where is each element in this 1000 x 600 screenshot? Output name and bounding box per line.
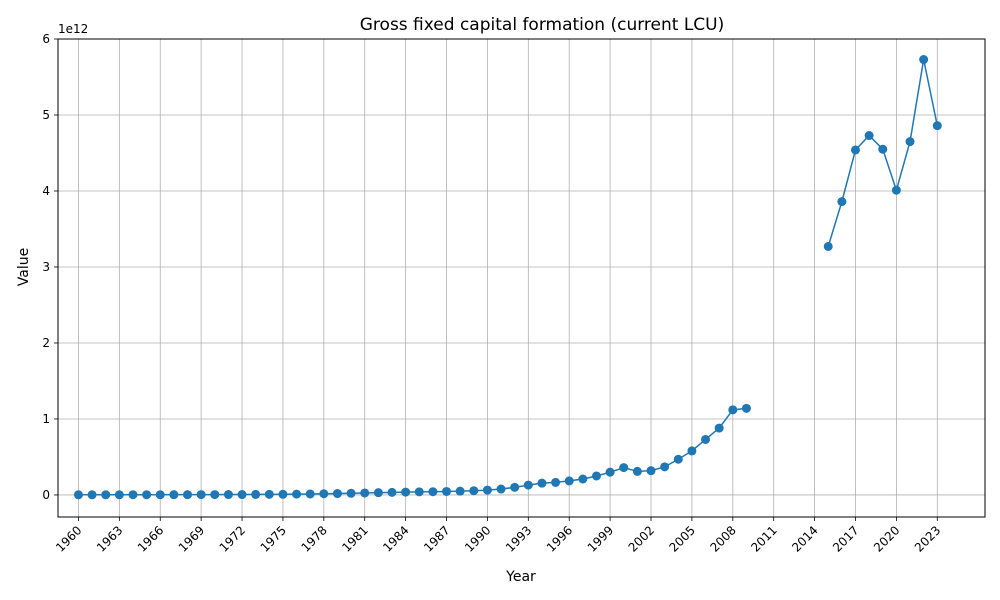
data-point — [373, 488, 383, 498]
x-tick-label: 2008 — [707, 523, 738, 554]
x-tick-label: 1975 — [258, 523, 289, 554]
x-tick-label: 1993 — [503, 523, 534, 554]
data-point — [155, 490, 165, 500]
data-point — [510, 482, 520, 492]
x-tick-label: 2017 — [830, 523, 861, 554]
data-point — [591, 471, 601, 481]
data-point — [278, 489, 288, 499]
data-point — [837, 197, 847, 207]
x-tick-label: 2020 — [871, 523, 902, 554]
data-point — [905, 137, 915, 147]
data-point — [714, 423, 724, 433]
data-point — [169, 490, 179, 500]
data-point — [919, 55, 929, 65]
data-point — [578, 474, 588, 484]
data-point — [687, 446, 697, 456]
data-point — [823, 241, 833, 251]
x-tick-label: 1981 — [339, 523, 370, 554]
data-point — [319, 489, 329, 499]
axes-frame — [57, 38, 986, 518]
data-point — [346, 488, 356, 498]
y-tick-label: 0 — [42, 488, 50, 502]
data-point — [728, 405, 738, 415]
data-point — [414, 487, 424, 497]
data-point — [87, 490, 97, 500]
y-tick-label: 1 — [42, 412, 50, 426]
data-point — [101, 490, 111, 500]
data-point — [469, 486, 479, 496]
y-offset-label: 1e12 — [58, 22, 88, 36]
x-tick-label: 1960 — [53, 523, 84, 554]
x-tick-label: 1984 — [380, 523, 411, 554]
axis-ticks: 1960 1963 1966 1969 1972 1975 1978 1981 1984 1987… — [42, 32, 943, 555]
chart-title: Gross fixed capital formation (current L… — [360, 15, 725, 35]
data-point — [142, 490, 152, 500]
x-tick-label: 1990 — [462, 523, 493, 554]
x-tick-label: 1978 — [298, 523, 329, 554]
data-point — [305, 489, 315, 499]
data-point — [646, 466, 656, 476]
data-point — [850, 145, 860, 155]
data-point — [128, 490, 138, 500]
x-tick-label: 1987 — [421, 523, 452, 554]
data-point — [878, 144, 888, 154]
data-point — [114, 490, 124, 500]
data-point — [73, 490, 83, 500]
x-tick-label: 1969 — [176, 523, 207, 554]
data-point — [537, 478, 547, 488]
data-point — [673, 454, 683, 464]
data-point — [741, 403, 751, 413]
series-line — [78, 407, 747, 496]
data-point — [428, 487, 438, 497]
data-point — [701, 434, 711, 444]
series-layer — [73, 55, 942, 500]
y-tick-label: 2 — [42, 336, 50, 350]
data-point — [632, 466, 642, 476]
data-point — [210, 490, 220, 500]
data-point — [360, 488, 370, 498]
data-point — [401, 487, 411, 497]
x-tick-label: 1963 — [94, 523, 125, 554]
data-point — [196, 490, 206, 500]
data-point — [619, 463, 629, 473]
data-point — [442, 486, 452, 496]
y-tick-label: 6 — [42, 32, 50, 46]
data-point — [864, 131, 874, 141]
data-point — [551, 477, 561, 487]
data-point — [496, 484, 506, 494]
data-point — [523, 480, 533, 490]
x-axis-label: Year — [505, 569, 536, 585]
data-point — [932, 121, 942, 131]
data-point — [237, 490, 247, 500]
data-point — [292, 489, 302, 499]
y-tick-label: 5 — [42, 108, 50, 122]
data-point — [251, 489, 261, 499]
x-tick-label: 1972 — [217, 523, 248, 554]
x-tick-label: 1996 — [544, 523, 575, 554]
data-point — [891, 185, 901, 195]
x-tick-label: 1966 — [135, 523, 166, 554]
data-point — [332, 489, 342, 499]
x-tick-label: 1999 — [585, 523, 616, 554]
data-point — [387, 487, 397, 497]
grid — [58, 38, 985, 517]
x-tick-label: 2011 — [748, 523, 779, 554]
data-point — [183, 490, 193, 500]
data-point — [455, 486, 465, 496]
data-point — [660, 462, 670, 472]
y-tick-label: 3 — [42, 260, 50, 274]
data-point — [264, 489, 274, 499]
x-tick-label: 2002 — [626, 523, 657, 554]
x-tick-label: 2014 — [789, 523, 820, 554]
y-tick-label: 4 — [42, 184, 50, 198]
y-axis-label: Value — [16, 248, 32, 286]
data-point — [482, 485, 492, 495]
data-point — [223, 490, 233, 500]
data-point — [564, 476, 574, 486]
x-tick-label: 2005 — [667, 523, 698, 554]
x-tick-label: 2023 — [912, 523, 943, 554]
data-point — [605, 467, 615, 477]
